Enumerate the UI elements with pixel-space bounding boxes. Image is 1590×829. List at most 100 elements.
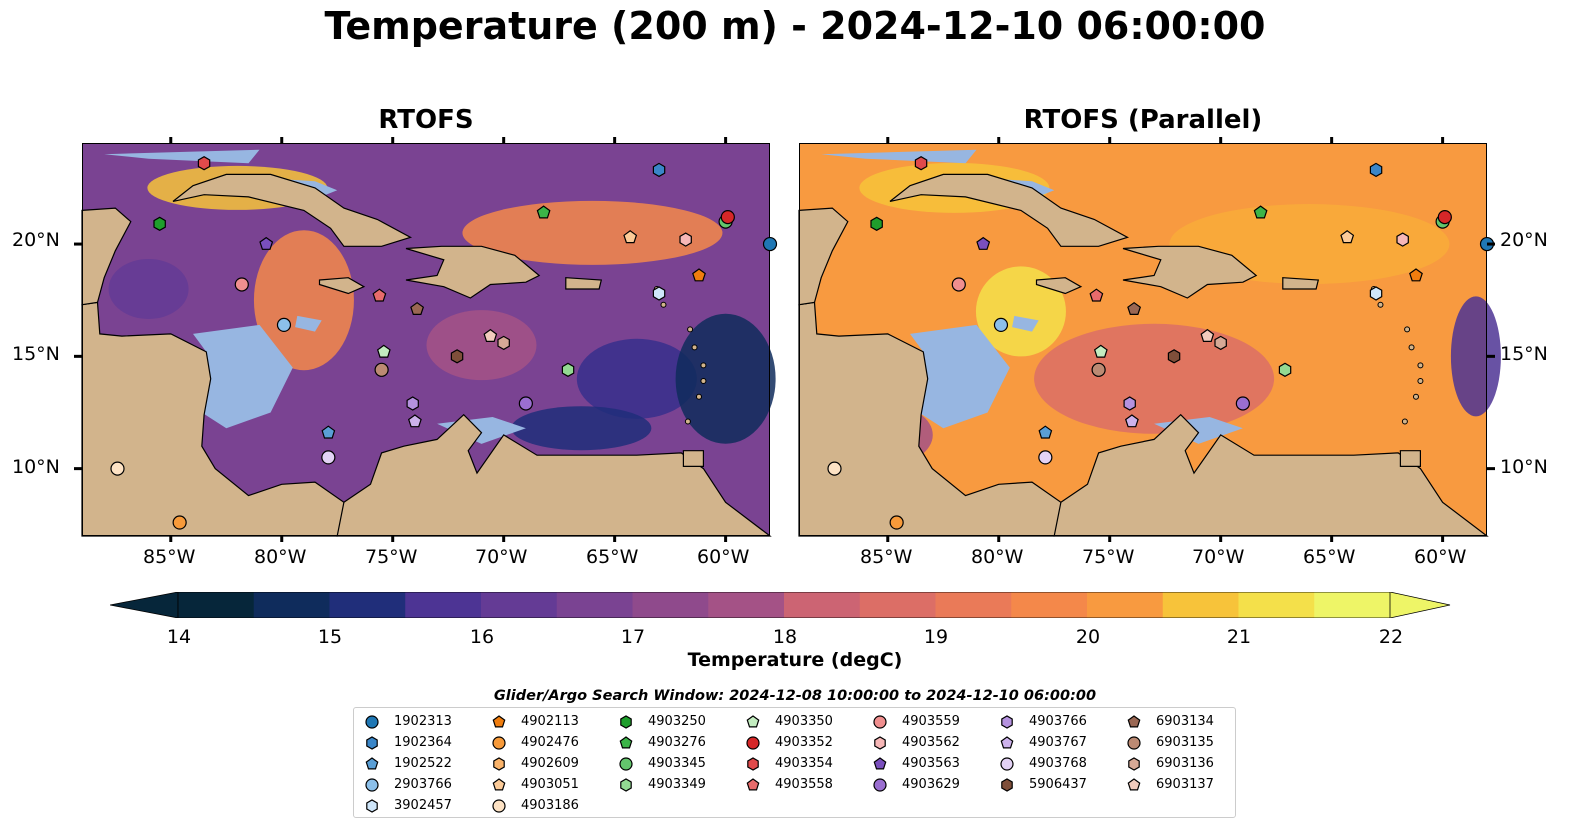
legend-label: 6903134 — [1156, 714, 1214, 729]
legend-marker — [365, 757, 379, 770]
map-panel-rtofs-parallel — [798, 137, 1501, 542]
float-marker-4903349 — [561, 362, 575, 377]
legend-marker-hexagon — [1128, 757, 1140, 771]
colorbar-segment — [405, 592, 482, 618]
legend-label: 4903558 — [775, 777, 833, 792]
float-marker-4903276 — [1253, 205, 1268, 219]
float-marker-4903768 — [321, 450, 336, 465]
legend-marker-pentagon — [365, 757, 379, 770]
legend-label: 4903354 — [775, 756, 833, 771]
float-marker-4903767 — [1124, 414, 1139, 428]
legend-marker-pentagon — [1127, 715, 1141, 728]
float-marker-4903352 — [720, 210, 735, 225]
legend-marker — [365, 778, 379, 792]
float-marker-2903766 — [276, 317, 292, 333]
legend-marker-circle — [492, 799, 506, 813]
ytick-label-10n: 10°N — [1500, 456, 1548, 478]
float-marker-4903563 — [259, 236, 274, 250]
colorbar — [110, 592, 1451, 618]
island — [1401, 418, 1408, 425]
ytick-label-20n: 20°N — [12, 229, 60, 251]
legend-label: 1902313 — [394, 714, 452, 729]
panel-title-rtofs-parallel: RTOFS (Parallel) — [1023, 105, 1263, 135]
legend-label: 4903559 — [902, 714, 960, 729]
colorbar-segment — [481, 592, 558, 618]
float-marker-4902113 — [1409, 268, 1423, 282]
float-marker-1902313 — [762, 236, 778, 252]
float-marker-3902457 — [652, 286, 666, 301]
legend-marker-hexagon — [1001, 715, 1013, 729]
legend-marker — [746, 778, 760, 791]
legend-marker — [492, 799, 506, 813]
xtick-label-85w: 85°W — [860, 546, 913, 568]
legend-label: 6903137 — [1156, 777, 1214, 792]
legend-marker-hexagon — [747, 757, 759, 771]
xtick-label-85w: 85°W — [143, 546, 196, 568]
cool-patch — [511, 406, 652, 451]
legend-marker — [746, 715, 760, 728]
legend-label: 4903276 — [648, 735, 706, 750]
map-frame — [799, 143, 1487, 536]
float-marker-4903350 — [376, 344, 391, 358]
map-frame — [82, 143, 770, 536]
legend-label: 4903766 — [1029, 714, 1087, 729]
legend-marker — [1127, 778, 1141, 791]
ytick-label-15n: 15°N — [12, 343, 60, 365]
legend-marker — [1127, 736, 1141, 750]
float-marker-4903250 — [153, 216, 166, 231]
float-marker-4903629 — [1235, 396, 1250, 411]
colorbar-tick-22: 22 — [1378, 626, 1404, 648]
xtick-label-60w: 60°W — [1414, 546, 1467, 568]
float-marker-6903136 — [497, 335, 510, 351]
legend-label: 4903629 — [902, 777, 960, 792]
legend-label: 1902522 — [394, 756, 452, 771]
legend-marker-hexagon — [493, 757, 505, 771]
colorbar-segment — [253, 592, 331, 618]
float-marker-6903134 — [410, 301, 425, 315]
legend-marker-hexagon — [1001, 778, 1013, 792]
legend-marker — [366, 799, 378, 813]
float-marker-4903186 — [110, 461, 125, 476]
shallow-water — [1012, 315, 1039, 332]
legend-marker-circle — [1127, 736, 1141, 750]
float-marker-4903562 — [1396, 232, 1409, 247]
land-trinidad — [1399, 450, 1422, 467]
legend-marker — [366, 736, 378, 750]
float-marker-1902364 — [1369, 162, 1383, 178]
land-cuba — [889, 173, 1130, 247]
island — [687, 326, 694, 333]
colorbar-segment — [1314, 592, 1391, 618]
colorbar-extend-high — [1389, 592, 1451, 618]
legend-marker — [492, 736, 506, 750]
colorbar-label: Temperature (degC) — [687, 649, 903, 671]
float-marker-4903559 — [951, 277, 966, 292]
float-marker-6903136 — [1214, 335, 1227, 351]
land-south-america — [336, 413, 772, 537]
legend-label: 5906437 — [1029, 777, 1087, 792]
float-marker-4903051 — [623, 230, 638, 244]
float-marker-2903766 — [993, 317, 1009, 333]
shallow-water — [821, 149, 977, 164]
island — [684, 418, 691, 425]
float-marker-4903051 — [1340, 230, 1355, 244]
float-marker-4903768 — [1038, 450, 1053, 465]
legend-marker — [747, 757, 759, 771]
ytick-label-10n: 10°N — [12, 456, 60, 478]
legend-label: 4903352 — [775, 735, 833, 750]
xtick-label-65w: 65°W — [586, 546, 639, 568]
island — [1417, 378, 1424, 385]
island — [700, 362, 707, 369]
legend-marker — [873, 757, 887, 770]
land-hispaniola — [1122, 245, 1258, 299]
legend-marker — [1000, 736, 1014, 749]
float-marker-5906437 — [1167, 349, 1181, 364]
cool-patch — [576, 338, 697, 419]
legend-marker — [1001, 715, 1013, 729]
float-marker-6903135 — [1091, 362, 1106, 377]
legend-label: 4903768 — [1029, 756, 1087, 771]
colorbar-tick-15: 15 — [317, 626, 343, 648]
float-marker-6903134 — [1127, 301, 1142, 315]
legend-label: 4903563 — [902, 756, 960, 771]
float-marker-4903766 — [406, 396, 419, 411]
island — [1412, 393, 1419, 400]
